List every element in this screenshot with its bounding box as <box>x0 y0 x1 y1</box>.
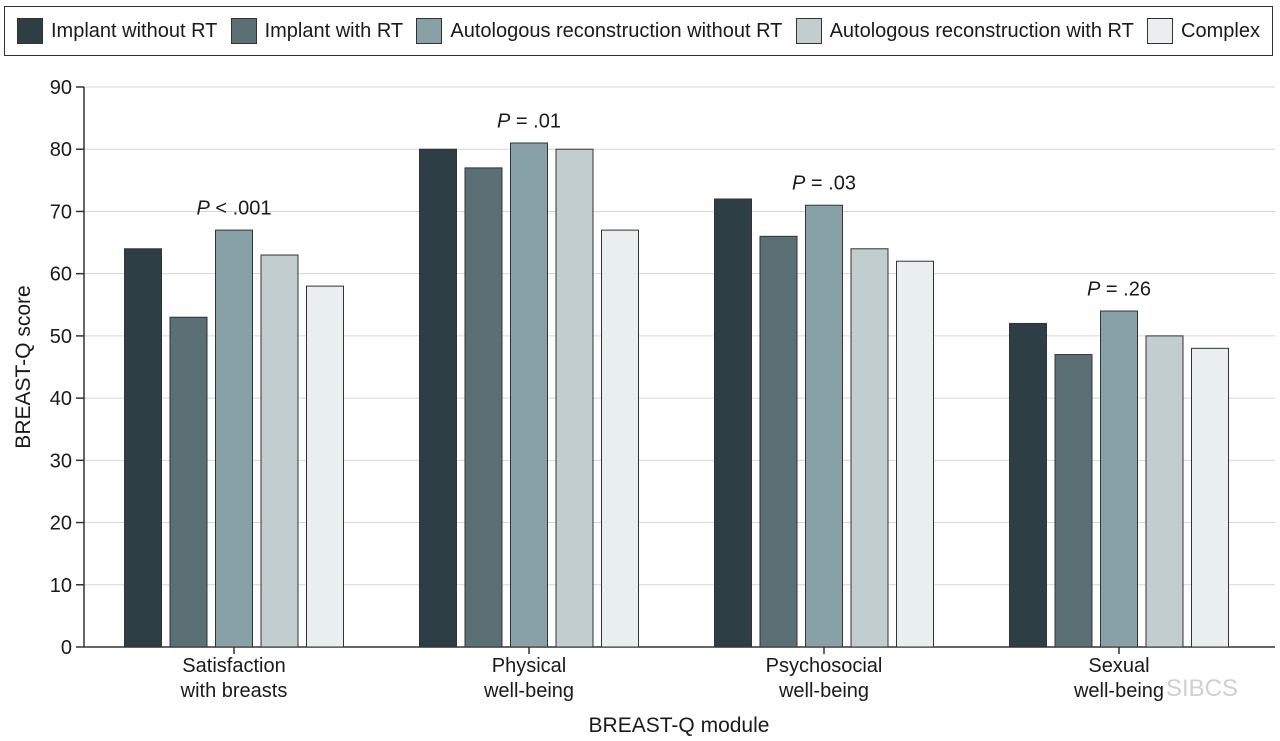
bar <box>1145 335 1184 648</box>
legend-swatch <box>17 18 43 44</box>
p-value-annotation: P = .03 <box>792 173 856 195</box>
legend-label: Autologous reconstruction with RT <box>829 19 1134 42</box>
bar <box>510 142 548 648</box>
bar <box>419 148 457 648</box>
legend-item: Complex <box>1147 18 1260 44</box>
y-tick-label: 60 <box>50 264 72 286</box>
bar <box>601 229 639 648</box>
bar <box>850 248 889 648</box>
x-tick-label: well-being <box>1073 680 1164 702</box>
x-axis-title: BREAST-Q module <box>589 714 770 737</box>
y-tick-label: 50 <box>50 326 72 348</box>
legend-item: Implant with RT <box>230 18 404 44</box>
x-tick-label: Physical <box>492 655 566 677</box>
legend-swatch <box>795 18 822 44</box>
y-tick-label: 40 <box>50 388 72 410</box>
legend-item: Autologous reconstruction with RT <box>795 18 1134 44</box>
legend: Implant without RT Implant with RT Autolog… <box>4 6 1273 56</box>
bar <box>555 148 594 648</box>
y-tick-label: 20 <box>50 513 72 535</box>
bar <box>1009 322 1047 648</box>
bar <box>1100 310 1138 648</box>
y-tick-label: 30 <box>50 450 72 472</box>
p-value-annotation: P = .01 <box>497 110 561 132</box>
legend-label: Autologous reconstruction without RT <box>450 19 783 42</box>
y-tick-label: 10 <box>50 575 72 597</box>
x-tick-label: Satisfaction <box>182 655 285 677</box>
legend-swatch <box>416 18 443 44</box>
p-value-annotation: P < .001 <box>196 198 271 220</box>
legend-item: Autologous reconstruction without RT <box>416 18 782 44</box>
bar <box>215 229 253 648</box>
legend-item: Implant without RT <box>17 18 217 44</box>
legend-swatch <box>230 18 257 44</box>
bar <box>260 254 299 648</box>
bar <box>306 285 344 648</box>
legend-label: Complex <box>1181 19 1260 42</box>
bar <box>896 260 934 648</box>
bar <box>714 198 752 648</box>
x-tick-label: well-being <box>483 680 574 702</box>
p-value-annotation: P = .26 <box>1087 278 1151 300</box>
y-tick-label: 90 <box>50 77 72 99</box>
watermark: SIBCS <box>1166 675 1238 702</box>
y-axis-title: BREAST-Q score <box>12 285 35 448</box>
x-tick-label: with breasts <box>180 680 288 702</box>
legend-swatch <box>1147 18 1174 44</box>
y-tick-label: 70 <box>50 201 72 223</box>
x-tick-label: well-being <box>778 680 869 702</box>
x-tick-label: Psychosocial <box>766 655 883 677</box>
y-tick-label: 80 <box>50 139 72 161</box>
y-tick-label: 0 <box>61 637 72 659</box>
bar <box>124 248 162 648</box>
bar <box>464 167 503 648</box>
legend-label: Implant without RT <box>51 19 218 42</box>
legend-label: Implant with RT <box>264 19 404 42</box>
x-tick-label: Sexual <box>1088 655 1149 677</box>
bar <box>1054 354 1093 648</box>
bar <box>759 235 798 648</box>
bar <box>1191 347 1229 648</box>
bar <box>805 204 843 648</box>
bar-chart: 0 10 20 30 40 50 60 70 80 90 Satisfaction with brea… <box>12 77 1275 737</box>
bar <box>169 316 208 648</box>
